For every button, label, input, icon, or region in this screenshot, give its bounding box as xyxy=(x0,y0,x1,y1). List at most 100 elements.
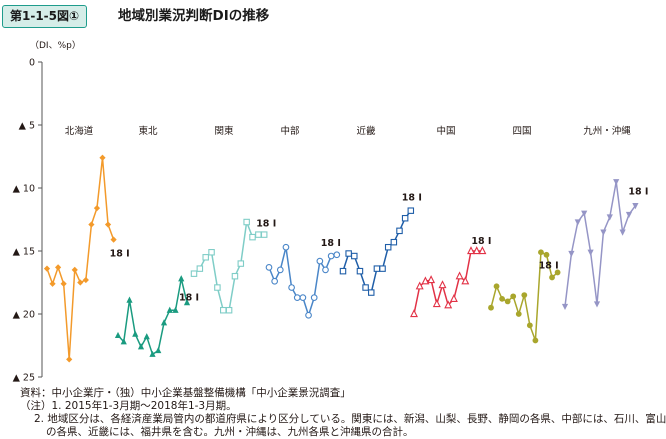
data-point xyxy=(208,249,215,256)
data-point xyxy=(455,271,464,280)
data-point xyxy=(55,264,62,271)
data-point xyxy=(543,251,550,258)
series-5 xyxy=(339,207,415,296)
data-point xyxy=(367,289,375,296)
data-point xyxy=(183,299,191,306)
data-point xyxy=(532,337,539,344)
data-point xyxy=(71,266,78,273)
data-point xyxy=(593,301,601,308)
data-point xyxy=(384,243,392,251)
note-1: （注）1. 2015年1-3月期～2018年1-3月期。 xyxy=(20,400,237,412)
series-8 xyxy=(561,179,639,311)
line-chart: （DI、%p） 0 ▲ 5 ▲ 10 ▲ 15 ▲ 20 ▲ 25 北海道 18 Ⅰ 東北 18… xyxy=(13,40,649,382)
data-point xyxy=(305,311,312,319)
series-name-label: 近畿 xyxy=(356,125,376,137)
series-name-label: 東北 xyxy=(138,125,158,137)
series-3 xyxy=(190,218,268,314)
data-point xyxy=(255,231,262,238)
end-period-label: 18 Ⅰ xyxy=(110,249,130,260)
data-point xyxy=(438,280,447,289)
y-tick-label: ▲ 20 xyxy=(13,310,35,321)
data-point xyxy=(467,246,475,255)
series-6 xyxy=(410,246,487,318)
data-point xyxy=(568,250,575,258)
figure-label: 第1-1-5図① xyxy=(2,5,88,28)
y-tick-label: 0 xyxy=(29,58,35,69)
source-note: 資料：中小企業庁・（独）中小企業基盤整備機構「中小企業景況調査」 xyxy=(20,387,351,399)
series-line xyxy=(117,277,188,356)
data-point xyxy=(66,356,73,363)
data-point xyxy=(288,284,295,291)
data-point xyxy=(293,294,301,301)
y-tick-label: ▲ 5 xyxy=(19,121,35,132)
end-period-label: 18 Ⅰ xyxy=(321,238,341,249)
data-point xyxy=(220,306,227,314)
series-line xyxy=(564,180,637,307)
data-point xyxy=(574,219,581,226)
data-point xyxy=(587,249,594,256)
data-point xyxy=(415,281,424,290)
data-point xyxy=(132,330,139,337)
data-point xyxy=(600,229,607,236)
data-point xyxy=(93,205,101,212)
data-point xyxy=(396,227,403,235)
data-point xyxy=(461,276,470,285)
data-point xyxy=(282,243,290,251)
data-point xyxy=(225,306,233,314)
data-point xyxy=(526,322,533,329)
data-point xyxy=(345,250,352,257)
data-point xyxy=(356,267,364,275)
data-point xyxy=(327,252,335,260)
data-point xyxy=(407,207,415,214)
data-point xyxy=(155,346,162,354)
data-point xyxy=(538,249,544,256)
data-point xyxy=(178,275,185,282)
data-point xyxy=(401,214,409,222)
series-1 xyxy=(43,154,117,363)
data-point xyxy=(143,333,150,340)
data-point xyxy=(581,210,588,217)
data-point xyxy=(333,251,341,259)
data-point xyxy=(373,265,381,272)
data-point xyxy=(493,283,500,290)
y-tick-label: ▲ 10 xyxy=(13,184,35,195)
data-point xyxy=(515,311,522,317)
data-point xyxy=(410,309,418,318)
data-point xyxy=(49,280,56,287)
data-point xyxy=(339,267,347,275)
data-point xyxy=(237,260,245,267)
data-point xyxy=(249,233,256,241)
series-name-label: 四国 xyxy=(512,126,531,137)
y-axis: 0 ▲ 5 ▲ 10 ▲ 15 ▲ 20 ▲ 25 xyxy=(13,58,43,382)
data-point xyxy=(427,275,436,284)
data-point xyxy=(43,265,51,272)
data-point xyxy=(549,274,555,281)
data-point xyxy=(449,294,458,303)
data-point xyxy=(202,254,209,261)
data-point xyxy=(632,203,639,210)
data-point xyxy=(120,338,127,345)
y-axis-unit-label: （DI、%p） xyxy=(30,40,81,51)
series-line xyxy=(46,157,115,361)
y-tick-label: ▲ 15 xyxy=(13,247,35,258)
data-point xyxy=(243,218,250,226)
data-point xyxy=(379,265,386,272)
data-point xyxy=(276,266,284,274)
data-point xyxy=(77,279,84,286)
end-period-label: 18 Ⅰ xyxy=(402,193,422,204)
series-line xyxy=(342,210,412,294)
data-point xyxy=(561,303,569,311)
figure-title: 地域別業況判断DIの推移 xyxy=(118,8,270,24)
data-point xyxy=(322,266,329,274)
data-point xyxy=(214,284,221,291)
data-point xyxy=(190,270,198,277)
series-name-label: 中部 xyxy=(280,125,299,137)
data-point xyxy=(166,306,173,313)
data-point xyxy=(521,292,528,298)
label-layer: 北海道 18 Ⅰ 東北 18 Ⅰ 関東 18 Ⅰ 中部 18 Ⅰ 近畿 18 Ⅰ 中国 18 Ⅰ 四国 1… xyxy=(65,125,649,304)
series-name-label: 北海道 xyxy=(65,125,94,137)
data-point xyxy=(149,350,156,357)
data-point xyxy=(316,257,324,265)
data-point xyxy=(99,154,106,161)
data-point xyxy=(510,293,517,300)
